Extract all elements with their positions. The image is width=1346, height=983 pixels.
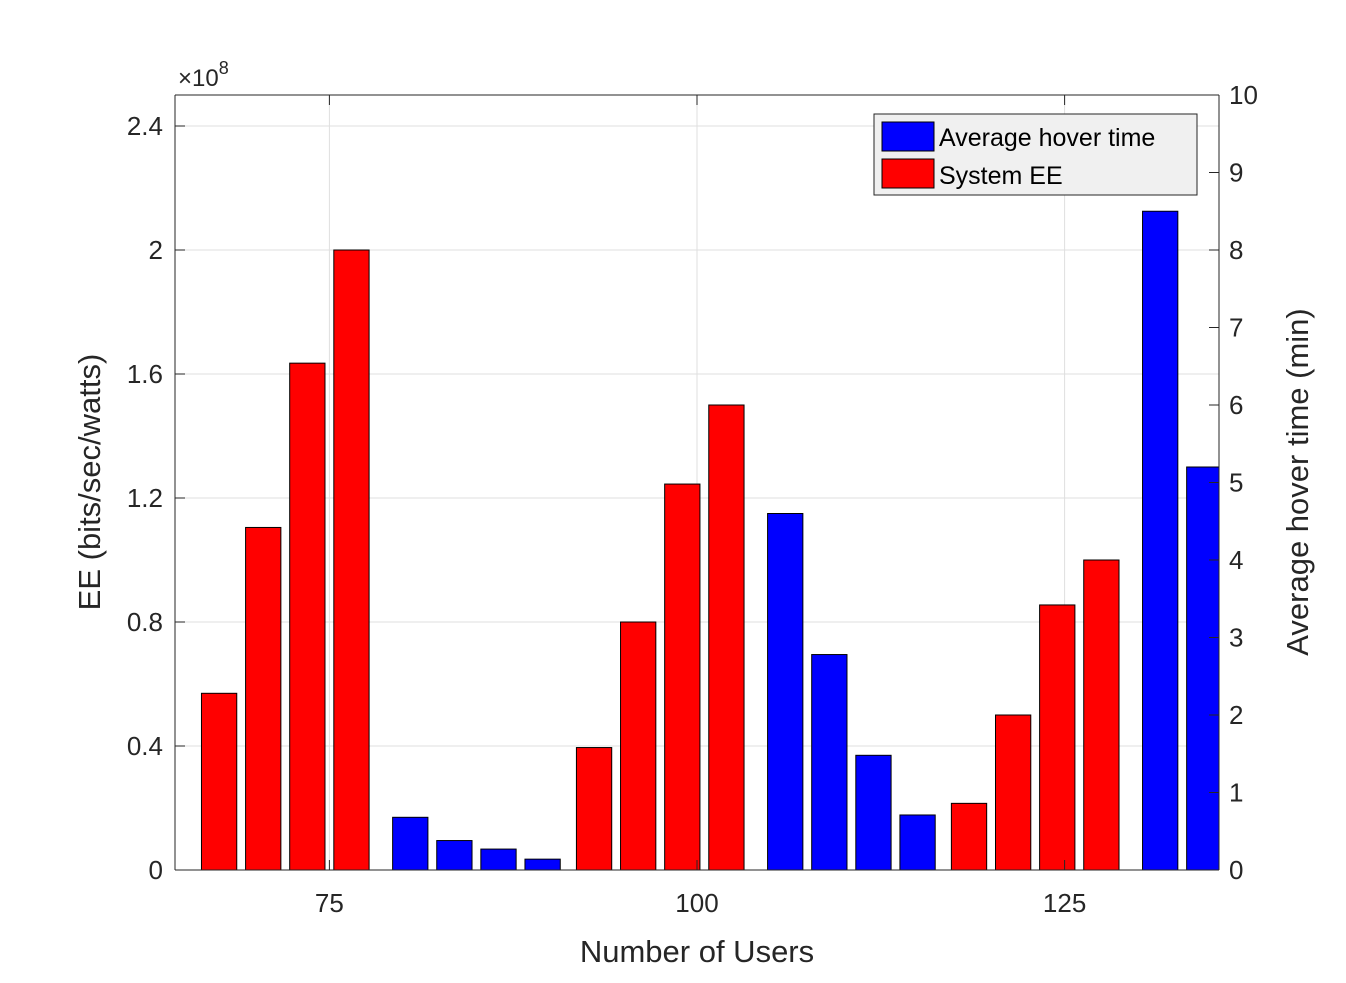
bars [200, 210, 1310, 870]
hover-time-bar-0-2 [480, 848, 517, 870]
legend-label-system-ee: System EE [939, 162, 1063, 190]
ee-bar-0-2 [289, 362, 326, 870]
ee-bar-0-1 [245, 526, 282, 870]
right-tick-label: 0 [1229, 855, 1243, 885]
ee-bar-1-3 [708, 404, 745, 870]
legend: Average hover time System EE [873, 113, 1198, 196]
left-axis-exponent: ×108 [178, 58, 229, 92]
ee-bar-1-1 [620, 621, 657, 870]
ee-bar-1-0 [575, 747, 613, 870]
axes [174, 94, 1220, 871]
left-tick-label: 1.6 [127, 359, 163, 389]
right-tick-label: 9 [1229, 158, 1243, 188]
x-tick-label: 100 [675, 888, 718, 918]
ee-bar-1-2 [664, 483, 701, 870]
left-tick-label: 0.8 [127, 607, 163, 637]
hover-time-bar-0-3 [524, 858, 561, 870]
hover-time-bar-1-0 [767, 513, 804, 870]
left-tick-label: 1.2 [127, 483, 163, 513]
ee-bar-2-3 [1083, 559, 1120, 870]
right-tick-label: 3 [1229, 623, 1243, 653]
left-tick-label: 0 [149, 855, 163, 885]
ee-bar-0-3 [333, 249, 370, 870]
hover-time-bar-2-2 [1231, 641, 1266, 870]
hover-time-bar-0-1 [436, 840, 473, 870]
x-axis-label: Number of Users [580, 934, 814, 969]
right-axis-label: Average hover time (min) [1280, 308, 1315, 655]
left-tick-label: 2.4 [127, 111, 163, 141]
right-tick-label: 8 [1229, 235, 1243, 265]
ee-bar-2-1 [994, 714, 1032, 870]
right-tick-label: 6 [1229, 390, 1243, 420]
left-axis-label: EE (bits/sec/watts) [72, 354, 107, 611]
hover-time-bar-1-1 [811, 654, 848, 870]
x-tick-label: 75 [315, 888, 344, 918]
hover-time-bar-2-1 [1186, 466, 1219, 870]
right-tick-label: 4 [1229, 545, 1243, 575]
hover-time-bar-0-0 [392, 816, 429, 870]
hover-time-bar-2-0 [1142, 210, 1179, 870]
right-tick-label: 2 [1229, 700, 1243, 730]
ee-bar-2-2 [1039, 604, 1076, 870]
hover-time-bar-1-2 [855, 754, 892, 870]
hover-time-bar-1-3 [899, 814, 936, 870]
left-tick-label: 0.4 [127, 731, 163, 761]
tick-labels: 0 0.4 0.8 1.2 1.6 2 2.4 0 1 2 3 4 5 6 7 8 9 10 75 100 125 [127, 80, 1258, 918]
right-tick-label: 10 [1229, 80, 1258, 110]
right-tick-label: 1 [1229, 778, 1243, 808]
legend-label-hover-time: Average hover time [939, 124, 1155, 152]
ee-bar-0-0 [200, 692, 238, 870]
hover-time-bar-2-3 [1275, 770, 1310, 870]
ee-bar-2-0 [950, 802, 988, 870]
legend-swatch-hover-time [881, 121, 935, 152]
right-tick-label: 7 [1229, 313, 1243, 343]
left-tick-label: 2 [149, 235, 163, 265]
x-tick-label: 125 [1043, 888, 1086, 918]
legend-swatch-system-ee [881, 158, 935, 189]
right-tick-label: 5 [1229, 468, 1243, 498]
